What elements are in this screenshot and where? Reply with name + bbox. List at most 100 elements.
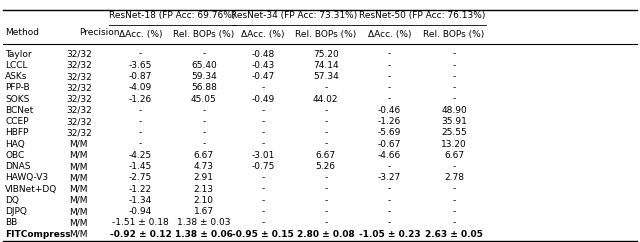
Text: -: - bbox=[388, 207, 391, 216]
Text: -: - bbox=[139, 128, 142, 137]
Text: Precision: Precision bbox=[79, 28, 120, 37]
Text: -: - bbox=[452, 185, 456, 194]
Text: 32/32: 32/32 bbox=[66, 106, 92, 115]
Text: Taylor: Taylor bbox=[5, 50, 32, 59]
Text: PFP-B: PFP-B bbox=[5, 83, 29, 92]
Text: -: - bbox=[388, 218, 391, 227]
Text: -: - bbox=[452, 50, 456, 59]
Text: -: - bbox=[388, 196, 391, 205]
Text: 45.05: 45.05 bbox=[191, 95, 217, 104]
Text: M/M: M/M bbox=[70, 185, 88, 194]
Text: -4.09: -4.09 bbox=[129, 83, 152, 92]
Text: -0.75: -0.75 bbox=[252, 162, 275, 171]
Text: DQ: DQ bbox=[5, 196, 19, 205]
Text: -0.95 ± 0.15: -0.95 ± 0.15 bbox=[232, 230, 294, 239]
Text: -1.05 ± 0.23: -1.05 ± 0.23 bbox=[358, 230, 420, 239]
Text: LCCL: LCCL bbox=[5, 61, 28, 70]
Text: 6.67: 6.67 bbox=[444, 151, 464, 160]
Text: 59.34: 59.34 bbox=[191, 72, 217, 81]
Text: 44.02: 44.02 bbox=[313, 95, 339, 104]
Text: 6.67: 6.67 bbox=[194, 151, 214, 160]
Text: -: - bbox=[324, 218, 328, 227]
Text: -: - bbox=[202, 117, 205, 126]
Text: -: - bbox=[261, 117, 265, 126]
Text: 32/32: 32/32 bbox=[66, 83, 92, 92]
Text: ResNet-34 (FP Acc: 73.31%): ResNet-34 (FP Acc: 73.31%) bbox=[231, 11, 358, 20]
Text: 32/32: 32/32 bbox=[66, 95, 92, 104]
Text: -: - bbox=[324, 196, 328, 205]
Text: 4.73: 4.73 bbox=[194, 162, 214, 171]
Text: ΔAcc. (%): ΔAcc. (%) bbox=[241, 30, 285, 39]
Text: M/M: M/M bbox=[70, 230, 88, 239]
Text: -3.27: -3.27 bbox=[378, 173, 401, 182]
Text: 32/32: 32/32 bbox=[66, 61, 92, 70]
Text: Rel. BOPs (%): Rel. BOPs (%) bbox=[295, 30, 356, 39]
Text: 48.90: 48.90 bbox=[441, 106, 467, 115]
Text: 65.40: 65.40 bbox=[191, 61, 217, 70]
Text: -: - bbox=[324, 207, 328, 216]
Text: -0.43: -0.43 bbox=[252, 61, 275, 70]
Text: -: - bbox=[202, 106, 205, 115]
Text: -: - bbox=[452, 72, 456, 81]
Text: 2.91: 2.91 bbox=[194, 173, 214, 182]
Text: Method: Method bbox=[5, 28, 39, 37]
Text: 75.20: 75.20 bbox=[313, 50, 339, 59]
Text: 2.80 ± 0.08: 2.80 ± 0.08 bbox=[297, 230, 355, 239]
Text: -: - bbox=[388, 50, 391, 59]
Text: 6.67: 6.67 bbox=[316, 151, 336, 160]
Text: 25.55: 25.55 bbox=[441, 128, 467, 137]
Text: 57.34: 57.34 bbox=[313, 72, 339, 81]
Text: -3.65: -3.65 bbox=[129, 61, 152, 70]
Text: ResNet-18 (FP Acc: 69.76%): ResNet-18 (FP Acc: 69.76%) bbox=[109, 11, 236, 20]
Text: M/M: M/M bbox=[70, 151, 88, 160]
Text: 32/32: 32/32 bbox=[66, 117, 92, 126]
Text: -1.34: -1.34 bbox=[129, 196, 152, 205]
Text: M/M: M/M bbox=[70, 173, 88, 182]
Text: -: - bbox=[388, 83, 391, 92]
Text: Rel. BOPs (%): Rel. BOPs (%) bbox=[173, 30, 234, 39]
Text: -: - bbox=[452, 162, 456, 171]
Text: 1.38 ± 0.06: 1.38 ± 0.06 bbox=[175, 230, 233, 239]
Text: 2.10: 2.10 bbox=[194, 196, 214, 205]
Text: -: - bbox=[452, 196, 456, 205]
Text: -: - bbox=[261, 83, 265, 92]
Text: 74.14: 74.14 bbox=[313, 61, 339, 70]
Text: ResNet-50 (FP Acc: 76.13%): ResNet-50 (FP Acc: 76.13%) bbox=[358, 11, 485, 20]
Text: -0.46: -0.46 bbox=[378, 106, 401, 115]
Text: -0.49: -0.49 bbox=[252, 95, 275, 104]
Text: -0.67: -0.67 bbox=[378, 140, 401, 149]
Text: 2.13: 2.13 bbox=[194, 185, 214, 194]
Text: -: - bbox=[261, 218, 265, 227]
Text: M/M: M/M bbox=[70, 218, 88, 227]
Text: -: - bbox=[324, 106, 328, 115]
Text: -0.94: -0.94 bbox=[129, 207, 152, 216]
Text: -: - bbox=[324, 140, 328, 149]
Text: -: - bbox=[452, 207, 456, 216]
Text: -0.48: -0.48 bbox=[252, 50, 275, 59]
Text: -1.26: -1.26 bbox=[378, 117, 401, 126]
Text: 35.91: 35.91 bbox=[441, 117, 467, 126]
Text: DNAS: DNAS bbox=[5, 162, 31, 171]
Text: -1.26: -1.26 bbox=[129, 95, 152, 104]
Text: BCNet: BCNet bbox=[5, 106, 33, 115]
Text: Rel. BOPs (%): Rel. BOPs (%) bbox=[424, 30, 484, 39]
Text: 56.88: 56.88 bbox=[191, 83, 217, 92]
Text: -0.92 ± 0.12: -0.92 ± 0.12 bbox=[109, 230, 172, 239]
Text: -: - bbox=[261, 173, 265, 182]
Text: 1.67: 1.67 bbox=[194, 207, 214, 216]
Text: -: - bbox=[324, 128, 328, 137]
Text: -: - bbox=[261, 106, 265, 115]
Text: -4.66: -4.66 bbox=[378, 151, 401, 160]
Text: -: - bbox=[261, 185, 265, 194]
Text: -: - bbox=[388, 72, 391, 81]
Text: -: - bbox=[261, 196, 265, 205]
Text: M/M: M/M bbox=[70, 207, 88, 216]
Text: M/M: M/M bbox=[70, 196, 88, 205]
Text: ASKs: ASKs bbox=[5, 72, 28, 81]
Text: M/M: M/M bbox=[70, 162, 88, 171]
Text: -1.22: -1.22 bbox=[129, 185, 152, 194]
Text: -: - bbox=[388, 162, 391, 171]
Text: -: - bbox=[139, 117, 142, 126]
Text: -: - bbox=[452, 218, 456, 227]
Text: -: - bbox=[261, 140, 265, 149]
